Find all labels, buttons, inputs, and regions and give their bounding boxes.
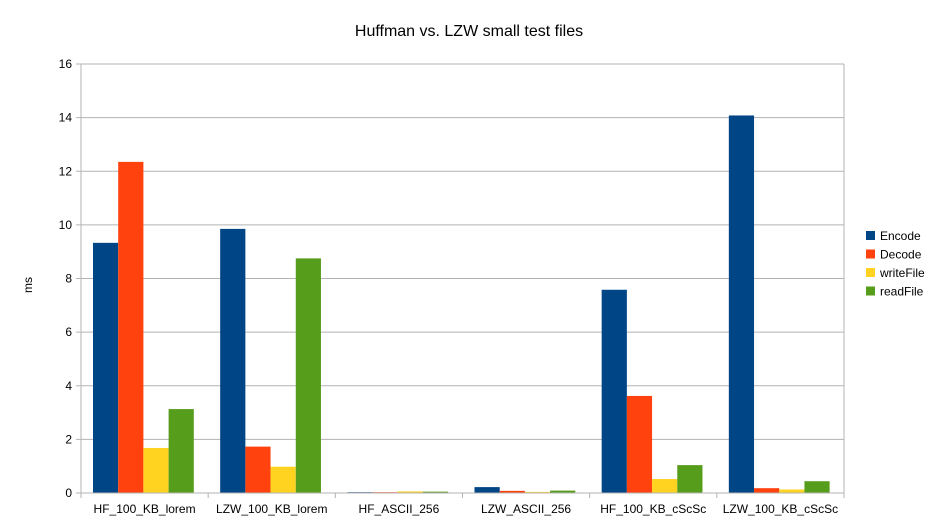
bar-Encode-LZW_100_KB_cScSc [728,115,755,493]
bar-readFile-HF_ASCII_256 [422,491,449,493]
y-tick-label-10: 10 [59,218,73,232]
axes: 0 2 4 6 8 10 12 14 16 HF_100_KB_lorem LZW_100_KB_l… [59,57,845,516]
bar-Encode-LZW_ASCII_256 [474,487,500,493]
x-tick-label-LZW_ASCII_256: LZW_ASCII_256 [481,502,571,516]
x-tick-label-HF_100_KB_cScSc: HF_100_KB_cScSc [600,502,706,516]
bar-Decode-HF_100_KB_lorem [118,161,144,493]
bar-Encode-LZW_100_KB_lorem [220,228,246,493]
y-tick-label-6: 6 [65,325,72,339]
legend-label-Encode: Encode [880,229,921,243]
y-tick-label-2: 2 [65,432,72,446]
bar-Decode-LZW_ASCII_256 [499,490,525,493]
bar-Decode-LZW_100_KB_lorem [245,446,271,493]
bar-Encode-HF_100_KB_lorem [93,242,119,493]
bar-readFile-LZW_100_KB_cScSc [804,481,830,493]
y-tick-label-0: 0 [65,486,72,500]
bar-readFile-LZW_ASCII_256 [550,490,576,493]
y-tick-label-4: 4 [65,379,72,393]
legend-swatch-readFile [866,286,875,296]
bar-writeFile-LZW_100_KB_cScSc [779,489,805,493]
y-tick-label-8: 8 [65,272,72,286]
bars [93,115,830,493]
bar-Encode-HF_100_KB_cScSc [601,289,627,493]
bar-readFile-LZW_100_KB_lorem [295,258,321,493]
x-tick-label-LZW_100_KB_cScSc: LZW_100_KB_cScSc [723,502,838,516]
x-tick-label-HF_100_KB_lorem: HF_100_KB_lorem [94,502,196,516]
y-axis-title: ms [21,277,35,293]
gridlines [81,63,844,494]
bar-Decode-HF_100_KB_cScSc [626,395,653,493]
legend-swatch-Encode [866,231,875,240]
legend-label-Decode: Decode [880,248,922,262]
legend-label-writeFile: writeFile [879,266,925,280]
legend-swatch-writeFile [866,268,875,277]
y-tick-label-14: 14 [59,111,73,125]
bar-readFile-HF_100_KB_lorem [168,409,194,493]
y-tick-label-16: 16 [59,57,73,71]
bar-Decode-LZW_100_KB_cScSc [754,488,780,493]
bar-writeFile-HF_ASCII_256 [397,491,423,493]
legend-swatch-Decode [866,249,875,259]
legend-label-readFile: readFile [880,285,924,299]
x-tick-label-HF_ASCII_256: HF_ASCII_256 [359,502,440,516]
bar-readFile-HF_100_KB_cScSc [677,465,703,493]
bar-writeFile-HF_100_KB_lorem [143,447,169,493]
legend: Encode Decode writeFile readFile [866,229,925,299]
bar-writeFile-LZW_100_KB_lorem [270,466,296,493]
chart-title: Huffman vs. LZW small test files [355,23,583,40]
bar-writeFile-LZW_ASCII_256 [524,491,551,493]
bar-writeFile-HF_100_KB_cScSc [652,479,678,493]
x-tick-label-LZW_100_KB_lorem: LZW_100_KB_lorem [216,502,327,516]
y-tick-label-12: 12 [59,164,73,178]
